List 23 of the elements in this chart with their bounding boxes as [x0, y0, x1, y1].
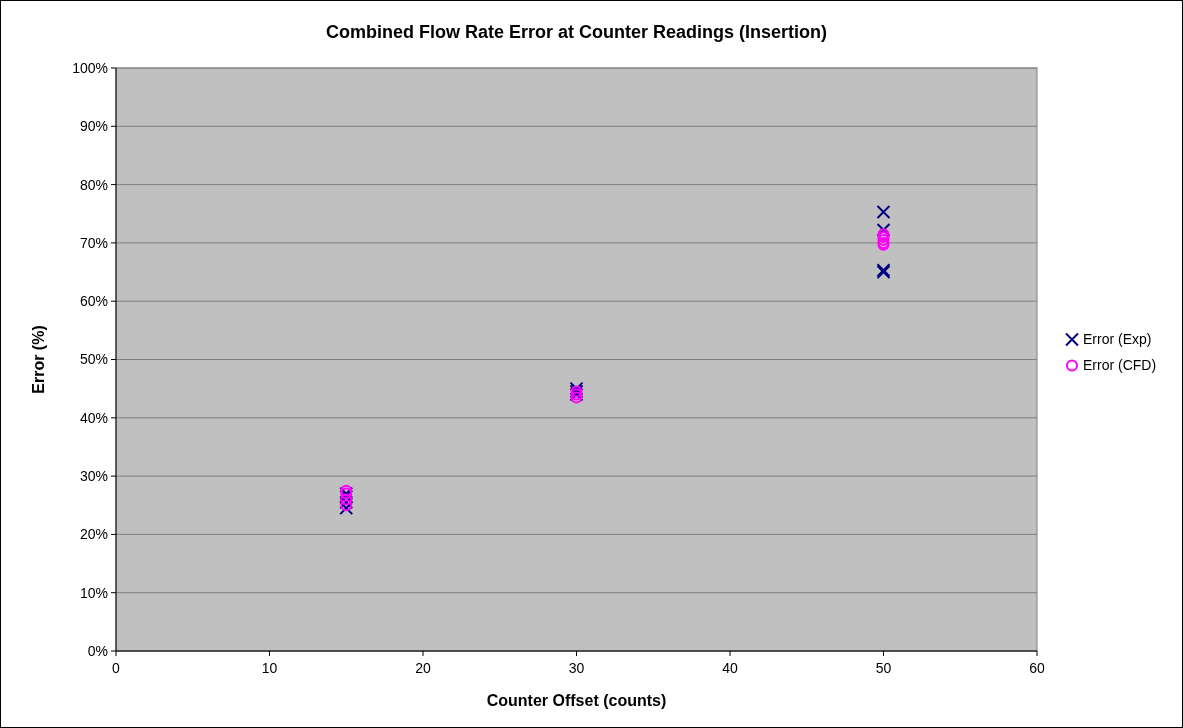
y-tick-label: 90%: [79, 118, 108, 135]
legend-label: Error (CFD): [1083, 357, 1157, 374]
x-axis-title: Counter Offset (counts): [486, 692, 667, 709]
y-tick-label: 20%: [79, 526, 108, 543]
y-tick-label: 30%: [79, 468, 108, 484]
x-tick-label: 30: [568, 660, 585, 676]
y-tick-label: 10%: [79, 584, 108, 601]
x-tick-label: 50: [875, 660, 892, 676]
legend-label: Error (Exp): [1083, 331, 1152, 348]
y-tick-label: 50%: [79, 351, 108, 368]
y-tick-label: 80%: [79, 176, 108, 193]
y-tick-label: 60%: [79, 293, 108, 310]
x-tick-label: 0: [112, 660, 121, 676]
chart-title: Combined Flow Rate Error at Counter Readings (Insertion): [325, 22, 828, 42]
x-tick-label: 40: [722, 660, 738, 676]
y-axis-title: Error (%): [30, 325, 47, 394]
y-tick-label: 0%: [87, 642, 108, 659]
x-tick-label: 10: [261, 660, 278, 676]
y-tick-label: 100%: [72, 59, 108, 76]
x-tick-label: 60: [1029, 660, 1045, 676]
x-tick-label: 20: [415, 660, 431, 676]
y-tick-label: 70%: [79, 234, 108, 251]
y-tick-label: 40%: [79, 409, 108, 426]
